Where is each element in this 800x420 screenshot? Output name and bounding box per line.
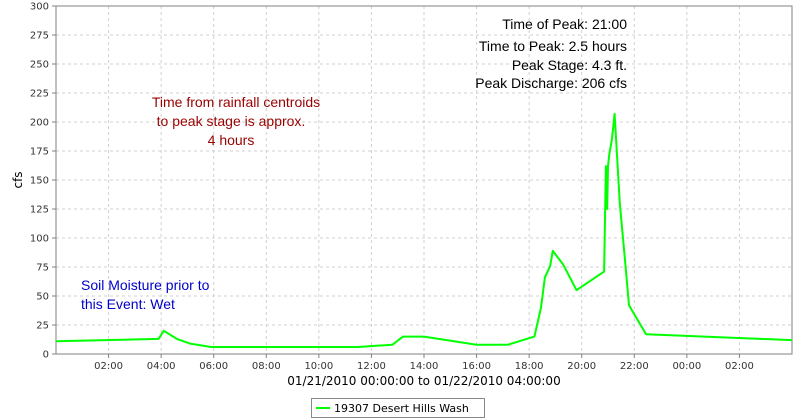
x-tick-label: 06:00 [199, 361, 228, 372]
peak-discharge-label: Peak Discharge: 206 cfs [475, 75, 627, 91]
centroid-annotation: Time from rainfall centroids to peak sta… [152, 94, 320, 148]
time-to-peak-label: Time to Peak: 2.5 hours [479, 38, 627, 54]
y-tick-label: 75 [36, 263, 49, 274]
soil-line-1: Soil Moisture prior to [81, 277, 210, 293]
x-tick-label: 04:00 [147, 361, 176, 372]
tick-layer: 0 25 50 75 100 125 150 175 200 225 250 275 300 02:00 0… [30, 2, 754, 373]
x-tick-label: 16:00 [462, 361, 491, 372]
centroid-line-1: Time from rainfall centroids [152, 94, 320, 110]
x-tick-label: 20:00 [567, 361, 596, 372]
x-tick-label: 08:00 [252, 361, 281, 372]
y-tick-label: 300 [30, 2, 49, 13]
x-tick-label: 18:00 [515, 361, 544, 372]
y-tick-label: 250 [30, 60, 49, 71]
x-tick-label: 02:00 [725, 361, 754, 372]
x-axis-title: 01/21/2010 00:00:00 to 01/22/2010 04:00:… [287, 374, 560, 388]
x-tick-label: 02:00 [94, 361, 123, 372]
soil-line-2: this Event: Wet [81, 296, 175, 312]
y-tick-label: 0 [43, 350, 49, 361]
y-tick-label: 25 [36, 321, 49, 332]
y-tick-label: 125 [30, 205, 49, 216]
y-tick-label: 200 [30, 118, 49, 129]
grid-layer [56, 6, 792, 354]
peak-time-label: Time of Peak: 21:00 [502, 16, 627, 32]
y-tick-label: 100 [30, 234, 49, 245]
peak-stage-label: Peak Stage: 4.3 ft. [512, 57, 627, 73]
y-tick-label: 225 [30, 89, 49, 100]
soil-moisture-annotation: Soil Moisture prior to this Event: Wet [81, 277, 210, 312]
legend: 19307 Desert Hills Wash [311, 398, 485, 418]
centroid-line-2: to peak stage is approx. [157, 113, 306, 129]
y-tick-label: 175 [30, 147, 49, 158]
x-tick-label: 22:00 [620, 361, 649, 372]
x-tick-label: 10:00 [304, 361, 333, 372]
y-axis-title: cfs [11, 171, 25, 188]
y-tick-label: 275 [30, 31, 49, 42]
x-tick-label: 00:00 [672, 361, 701, 372]
centroid-line-3: 4 hours [208, 132, 255, 148]
x-tick-label: 14:00 [410, 361, 439, 372]
series-line [55, 112, 793, 348]
series-layer [55, 112, 793, 348]
y-tick-label: 150 [30, 176, 49, 187]
legend-swatch [316, 407, 330, 409]
y-tick-label: 50 [36, 292, 49, 303]
x-tick-label: 12:00 [357, 361, 386, 372]
peak-annotation: Time of Peak: 21:00 Time to Peak: 2.5 ho… [475, 16, 627, 91]
legend-series-label: 19307 Desert Hills Wash [334, 401, 469, 415]
